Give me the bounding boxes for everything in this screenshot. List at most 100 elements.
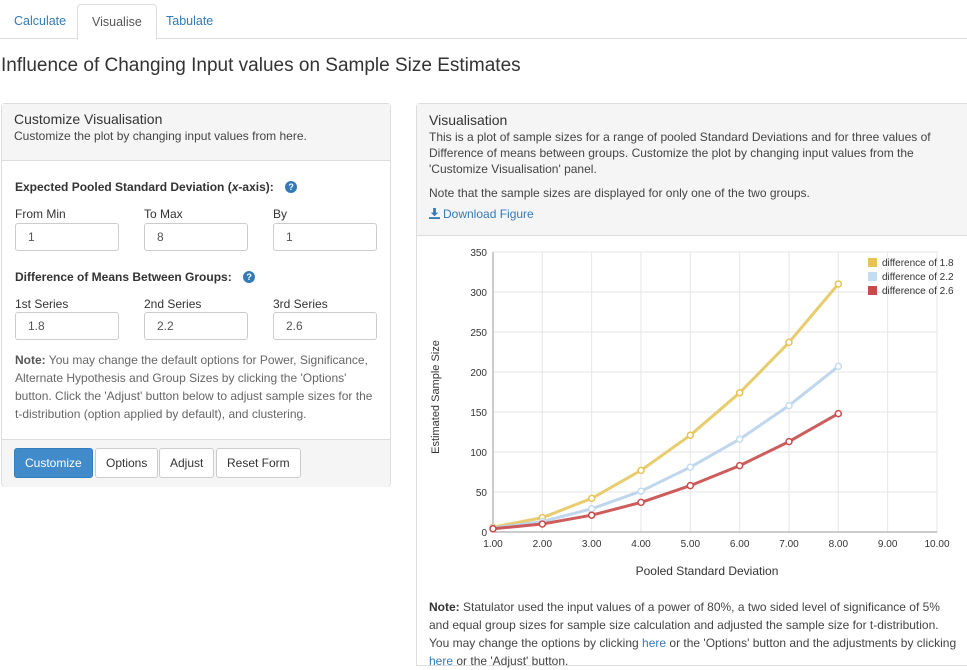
data-point[interactable]	[834, 409, 843, 418]
plot-area	[492, 251, 938, 533]
series1-label: 1st Series	[15, 297, 69, 311]
by-label: By	[273, 207, 288, 221]
y-axis-title: Estimated Sample Size	[430, 340, 442, 454]
legend-label[interactable]: difference of 1.8	[882, 258, 954, 269]
series2-input[interactable]	[144, 312, 248, 340]
visualisation-note: Note that the sample sizes are displayed…	[429, 186, 810, 200]
bottom-note-text-2: or the 'Options' button and the adjustme…	[666, 636, 957, 650]
y-tick-label: 350	[470, 248, 487, 259]
series1-input[interactable]	[15, 312, 119, 340]
data-point[interactable]	[785, 401, 793, 410]
customize-panel: Customize Visualisation Customize the pl…	[1, 103, 391, 487]
x-tick-label: 9.00	[878, 539, 898, 550]
options-note-text: You may change the default options for P…	[15, 353, 373, 421]
customize-panel-subtitle: Customize the plot by changing input val…	[14, 129, 307, 143]
diff-section-label: Difference of Means Between Groups: ?	[15, 270, 256, 284]
data-point[interactable]	[834, 280, 843, 288]
x-tick-label: 3.00	[582, 539, 602, 550]
download-figure-label: Download Figure	[443, 207, 534, 221]
data-point[interactable]	[686, 463, 695, 471]
data-point[interactable]	[834, 362, 843, 371]
data-point[interactable]	[686, 431, 695, 439]
series3-label: 3rd Series	[273, 297, 328, 311]
data-point[interactable]	[637, 487, 645, 495]
diff-label-text: Difference of Means Between Groups:	[15, 270, 232, 284]
question-circle-icon[interactable]: ?	[243, 270, 256, 283]
data-point[interactable]	[489, 525, 497, 533]
data-point[interactable]	[587, 505, 596, 513]
options-here-link[interactable]: here	[642, 636, 667, 650]
legend-label[interactable]: difference of 2.2	[882, 272, 954, 283]
sd-label-post: -axis):	[238, 180, 274, 194]
x-tick-label: 1.00	[483, 539, 503, 550]
download-figure-link[interactable]: Download Figure	[429, 207, 534, 221]
y-tick-label: 50	[476, 488, 488, 499]
x-tick-label: 6.00	[730, 539, 750, 550]
question-circle-icon[interactable]: ?	[285, 180, 298, 193]
x-tick-label: 5.00	[681, 539, 701, 550]
adjust-button[interactable]: Adjust	[159, 448, 215, 478]
options-button[interactable]: Options	[95, 448, 159, 478]
data-point[interactable]	[686, 481, 695, 490]
series-line-3	[492, 412, 840, 531]
visualisation-panel-heading: Visualisation This is a plot of sample s…	[417, 104, 967, 236]
from-min-label: From Min	[15, 207, 66, 221]
visualisation-description: This is a plot of sample sizes for a ran…	[429, 130, 931, 176]
data-point[interactable]	[735, 389, 744, 397]
options-note: Note: You may change the default options…	[15, 351, 383, 423]
y-tick-label: 250	[470, 328, 487, 339]
options-note-bold: Note:	[15, 353, 46, 367]
button-row: Customize Options Adjust Reset Form	[2, 439, 390, 487]
customize-button[interactable]: Customize	[14, 448, 93, 478]
x-tick-label: 10.00	[924, 539, 949, 550]
x-tick-label: 8.00	[829, 539, 849, 550]
y-tick-label: 150	[470, 408, 487, 419]
visualisation-panel: Visualisation This is a plot of sample s…	[416, 103, 967, 668]
adjust-here-link[interactable]: here	[429, 654, 454, 668]
legend-swatch	[868, 286, 877, 295]
by-input[interactable]	[273, 223, 377, 251]
series2-label: 2nd Series	[144, 297, 202, 311]
series3-input[interactable]	[273, 312, 377, 340]
bottom-note: Note: Statulator used the input values o…	[429, 598, 959, 670]
y-tick-label: 0	[481, 528, 487, 539]
x-tick-label: 7.00	[779, 539, 799, 550]
data-point[interactable]	[637, 498, 645, 507]
customize-panel-heading: Customize Visualisation Customize the pl…	[2, 104, 390, 161]
page-title: Influence of Changing Input values on Sa…	[1, 55, 521, 76]
data-point[interactable]	[538, 520, 547, 528]
bottom-note-text-1: Statulator used the input values of a po…	[429, 600, 940, 650]
from-min-input[interactable]	[15, 223, 119, 251]
y-tick-label: 100	[470, 448, 487, 459]
legend-swatch	[868, 272, 877, 281]
x-axis-title: Pooled Standard Deviation	[636, 564, 779, 578]
bottom-note-text-3: or the 'Adjust' button.	[453, 654, 569, 668]
download-icon	[429, 208, 440, 219]
data-point[interactable]	[785, 437, 793, 446]
data-point[interactable]	[637, 466, 645, 475]
tab-visualise[interactable]: Visualise	[77, 4, 157, 40]
reset-form-button[interactable]: Reset Form	[216, 448, 301, 478]
data-point[interactable]	[587, 494, 596, 503]
data-point[interactable]	[785, 338, 793, 347]
bottom-note-bold: Note:	[429, 600, 460, 614]
series-line-1	[492, 283, 840, 529]
x-tick-label: 4.00	[631, 539, 651, 550]
legend-swatch	[868, 258, 877, 267]
y-tick-label: 200	[470, 368, 487, 379]
tab-bar: Calculate Visualise Tabulate	[0, 0, 967, 40]
visualisation-panel-title: Visualisation	[429, 112, 508, 128]
y-tick-label: 300	[470, 288, 487, 299]
tab-calculate[interactable]: Calculate	[14, 14, 67, 28]
to-max-input[interactable]	[144, 223, 248, 251]
tab-tabulate[interactable]: Tabulate	[166, 14, 214, 28]
series-line-2	[492, 365, 840, 530]
chart-container: 0 50 100 150 200 250 300 350 1.00 2.00 3.00 4.00 5.0…	[417, 236, 967, 586]
data-point[interactable]	[735, 435, 744, 443]
customize-panel-title: Customize Visualisation	[14, 111, 163, 127]
to-max-label: To Max	[144, 207, 183, 221]
x-tick-label: 2.00	[533, 539, 553, 550]
data-point[interactable]	[735, 461, 744, 470]
legend-label[interactable]: difference of 2.6	[882, 286, 954, 297]
data-point[interactable]	[587, 511, 596, 519]
